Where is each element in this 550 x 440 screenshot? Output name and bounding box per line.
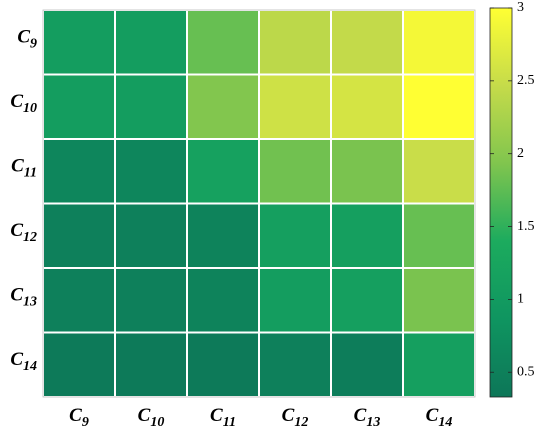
heatmap-cell: [402, 138, 476, 205]
category-label: C13: [10, 285, 37, 310]
heatmap-cell: [402, 331, 476, 398]
heatmap-cell: [186, 267, 260, 334]
category-label: C11: [210, 405, 236, 430]
category-label: C14: [10, 349, 37, 374]
heatmap-cell: [114, 331, 188, 398]
heatmap-cell: [42, 138, 116, 205]
colorbar-tick-label: 1: [517, 292, 524, 307]
category-label: C9: [17, 27, 37, 52]
heatmap-cell: [114, 9, 188, 76]
category-label: C10: [138, 405, 165, 430]
colorbar: [489, 7, 513, 398]
heatmap-cell: [330, 138, 404, 205]
category-label: C12: [282, 405, 309, 430]
heatmap-cell: [114, 73, 188, 140]
colorbar-tick-label: 2.5: [517, 73, 535, 88]
heatmap-cell: [402, 73, 476, 140]
heatmap-cell: [258, 9, 332, 76]
category-label: C12: [10, 220, 37, 245]
heatmap-cell: [114, 202, 188, 269]
heatmap-cell: [258, 267, 332, 334]
heatmap-cell: [42, 331, 116, 398]
heatmap-cell: [258, 138, 332, 205]
heatmap-cell: [402, 202, 476, 269]
heatmap-cell: [186, 202, 260, 269]
heatmap-cell: [42, 202, 116, 269]
heatmap-cell: [330, 202, 404, 269]
heatmap-cell: [258, 73, 332, 140]
heatmap-cell: [42, 267, 116, 334]
heatmap-cell: [402, 267, 476, 334]
colorbar-tick-label: 0.5: [517, 364, 535, 379]
colorbar-tick-label: 3: [517, 0, 524, 15]
heatmap-cell: [258, 331, 332, 398]
heatmap-cell: [42, 9, 116, 76]
category-label: C13: [354, 405, 381, 430]
heatmap-cell: [114, 138, 188, 205]
heatmap-cell: [402, 9, 476, 76]
category-label: C9: [69, 405, 89, 430]
category-label: C10: [10, 91, 37, 116]
heatmap-cell: [330, 9, 404, 76]
heatmap-cell: [330, 73, 404, 140]
heatmap-cell: [114, 267, 188, 334]
heatmap-cell: [186, 331, 260, 398]
colorbar-tick-label: 1.5: [517, 219, 535, 234]
heatmap-cell: [330, 267, 404, 334]
heatmap-cell: [186, 73, 260, 140]
colorbar-tick-label: 2: [517, 146, 524, 161]
heatmap-cell: [42, 73, 116, 140]
category-label: C11: [11, 156, 37, 181]
category-label: C14: [426, 405, 453, 430]
heatmap-cell: [186, 9, 260, 76]
heatmap-cell: [258, 202, 332, 269]
plot-frame: [42, 9, 476, 398]
heatmap-cell: [330, 331, 404, 398]
heatmap-cell: [186, 138, 260, 205]
